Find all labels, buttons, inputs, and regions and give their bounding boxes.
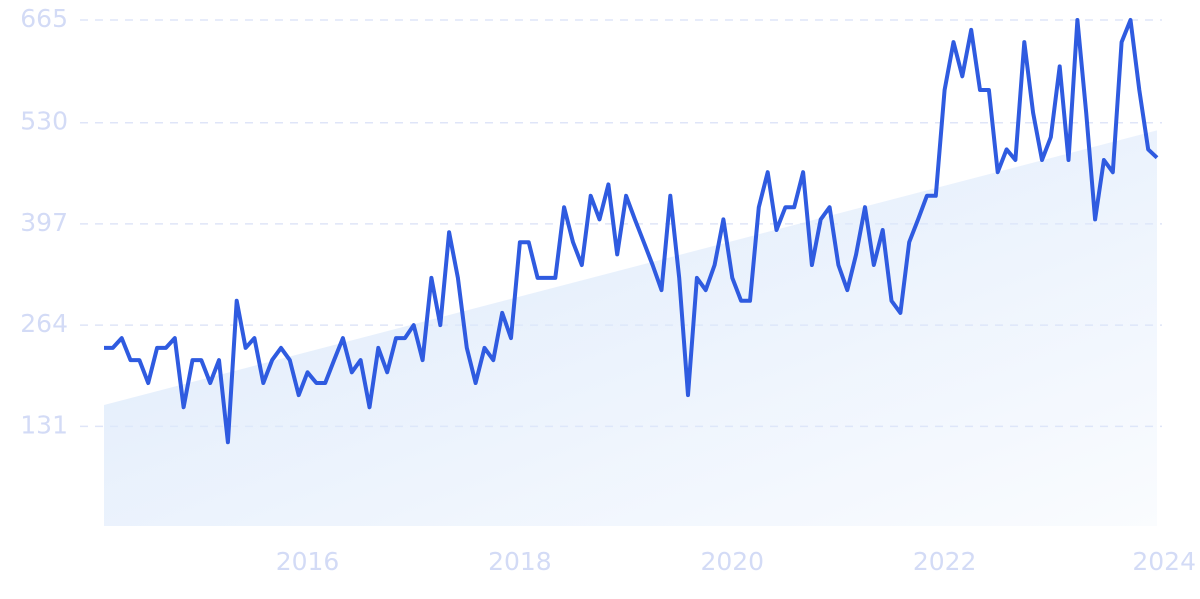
x-tick-label: 2016	[276, 547, 340, 576]
line	[104, 18, 1159, 445]
x-tick-label: 2020	[700, 547, 764, 576]
x-tick-label: 2024	[1132, 547, 1196, 576]
y-tick-label: 264	[20, 309, 68, 338]
x-tick-label: 2022	[913, 547, 977, 576]
y-tick-label: 397	[20, 208, 68, 237]
trend-area	[104, 130, 1157, 527]
y-tick-label: 131	[20, 410, 68, 439]
y-tick-label: 530	[20, 107, 68, 136]
y-tick-label: 665	[20, 4, 68, 33]
x-tick-label: 2018	[488, 547, 552, 576]
